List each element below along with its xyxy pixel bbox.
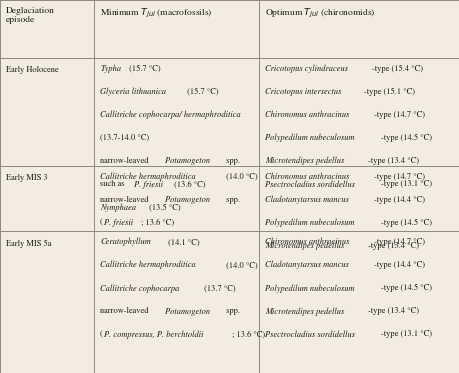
Text: Polypedilum nubeculosum: Polypedilum nubeculosum [265,219,355,227]
Text: -type (14.7 °C): -type (14.7 °C) [374,238,425,246]
Text: spp.: spp. [224,157,240,165]
Text: (13.7-14.0 °C): (13.7-14.0 °C) [100,134,149,142]
Text: -type (14.4 °C): -type (14.4 °C) [374,261,425,269]
Text: Minimum $T_{jul}$ (macrofossils): Minimum $T_{jul}$ (macrofossils) [100,7,213,20]
Text: Polypedilum nubeculosum: Polypedilum nubeculosum [265,284,355,292]
Text: Cladotanytarsus mancus: Cladotanytarsus mancus [265,196,349,204]
Text: -type (14.5 °C): -type (14.5 °C) [381,134,432,142]
Text: (14.0 °C): (14.0 °C) [224,173,257,181]
Text: (15.7 °C): (15.7 °C) [185,88,219,95]
Text: Optimum $T_{jul}$ (chironomids): Optimum $T_{jul}$ (chironomids) [265,7,376,20]
Text: Microtendipes pedellus: Microtendipes pedellus [265,242,345,250]
Text: Typha: Typha [100,65,121,73]
Text: Polypedilum nubeculosum: Polypedilum nubeculosum [265,134,355,142]
Text: narrow-leaved: narrow-leaved [100,307,151,315]
Text: -type (13.4 °C): -type (13.4 °C) [368,242,419,250]
Text: Psectrocladius sordidellus: Psectrocladius sordidellus [265,330,355,339]
Text: -type (14.5 °C): -type (14.5 °C) [381,284,432,292]
Text: -type (13.1 °C): -type (13.1 °C) [381,180,432,188]
Text: Microtendipes pedellus: Microtendipes pedellus [265,307,345,316]
Text: Callitriche hermaphroditica: Callitriche hermaphroditica [100,173,196,181]
Text: Potamogeton: Potamogeton [165,157,211,165]
Text: Chironomus anthracinus: Chironomus anthracinus [265,173,350,181]
Text: (15.7 °C): (15.7 °C) [127,65,161,72]
Text: Callitriche cophocarpa/ hermaphroditica: Callitriche cophocarpa/ hermaphroditica [100,111,241,119]
Text: (14.1 °C): (14.1 °C) [166,238,199,246]
Text: -type (15.4 °C): -type (15.4 °C) [372,65,423,73]
Text: -type (13.4 °C): -type (13.4 °C) [368,157,419,165]
Text: -type (13.1 °C): -type (13.1 °C) [381,330,432,338]
Text: -type (15.1 °C): -type (15.1 °C) [364,88,415,96]
Text: (: ( [100,219,103,227]
Text: Chironomus anthracinus: Chironomus anthracinus [265,111,350,119]
Text: Early MIS 3: Early MIS 3 [6,174,48,182]
Text: Glyceria lithuanica: Glyceria lithuanica [100,88,166,96]
Text: (14.0 °C): (14.0 °C) [224,261,257,269]
Text: Chironomus anthracinus: Chironomus anthracinus [265,238,350,246]
Text: -type (14.4 °C): -type (14.4 °C) [374,196,425,204]
Text: Early Holocene: Early Holocene [6,66,59,74]
Text: spp.: spp. [224,196,240,204]
Text: Deglaciation
episode: Deglaciation episode [6,7,55,24]
Text: -type (14.7 °C): -type (14.7 °C) [374,173,425,181]
Text: Nymphaea: Nymphaea [100,203,136,211]
Text: Potamogeton: Potamogeton [165,307,211,316]
Text: -type (14.7 °C): -type (14.7 °C) [374,111,425,119]
Text: Cladotanytarsus mancus: Cladotanytarsus mancus [265,261,349,269]
Text: narrow-leaved: narrow-leaved [100,196,151,204]
Text: Potamogeton: Potamogeton [165,196,211,204]
Text: Ceratophyllum: Ceratophyllum [100,238,151,246]
Text: Microtendipes pedellus: Microtendipes pedellus [265,157,345,165]
Text: (13.7 °C): (13.7 °C) [202,284,236,292]
Text: (: ( [100,330,103,338]
Text: ; 13.6 °C): ; 13.6 °C) [141,219,174,227]
Text: Psectrocladius sordidellus: Psectrocladius sordidellus [265,180,355,188]
Text: narrow-leaved: narrow-leaved [100,157,151,165]
Text: P. compressus, P. berchtoldii: P. compressus, P. berchtoldii [104,330,203,339]
Text: Cricotopus cylindraceus: Cricotopus cylindraceus [265,65,348,73]
Text: -type (13.4 °C): -type (13.4 °C) [368,307,419,315]
Text: Cricotopus intersectus: Cricotopus intersectus [265,88,341,96]
Text: (13.5 °C): (13.5 °C) [147,203,180,211]
Text: (13.6 °C): (13.6 °C) [172,180,206,188]
Text: spp.: spp. [224,307,240,315]
Text: ; 13.6 °C): ; 13.6 °C) [232,330,265,338]
Text: P. friesii: P. friesii [104,219,133,227]
Text: Callitriche hermaphroditica: Callitriche hermaphroditica [100,261,196,269]
Text: P. friesii: P. friesii [134,180,163,188]
Text: such as: such as [100,180,127,188]
Text: Early MIS 5a: Early MIS 5a [6,239,51,248]
Text: Callitriche cophocarpa: Callitriche cophocarpa [100,284,179,292]
Text: -type (14.5 °C): -type (14.5 °C) [381,219,432,227]
